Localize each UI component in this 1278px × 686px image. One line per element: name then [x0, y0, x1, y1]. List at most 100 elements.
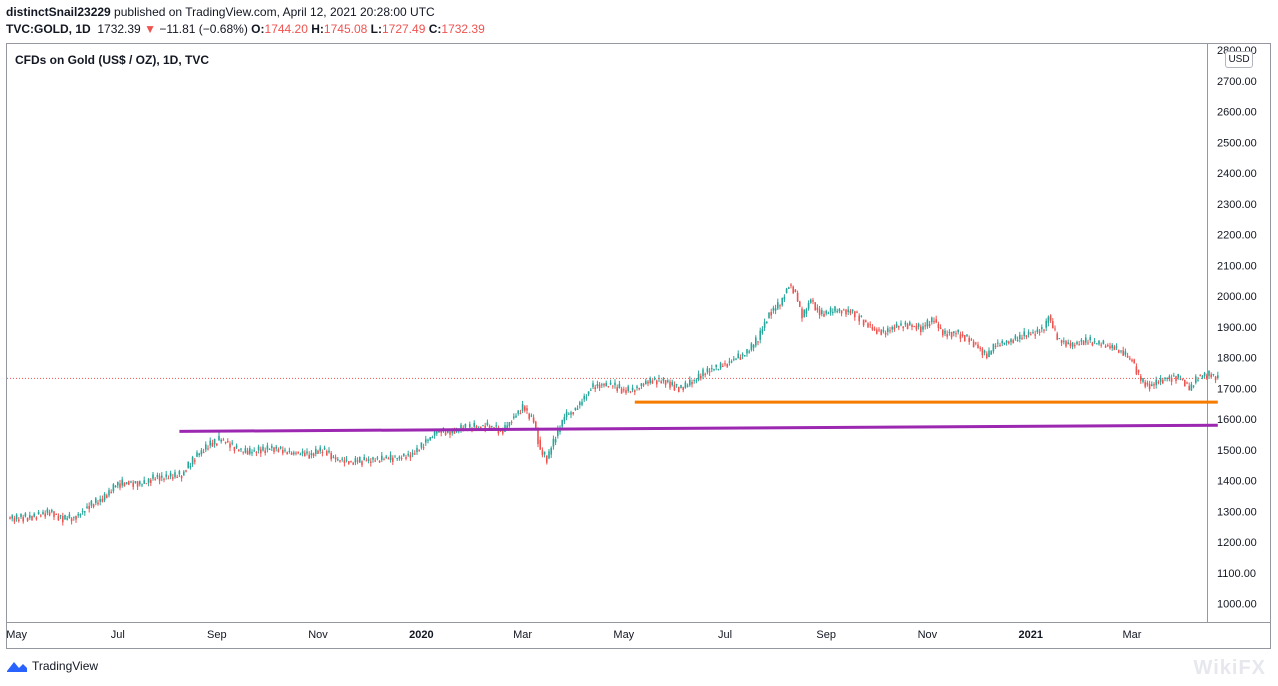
candle — [660, 379, 662, 384]
candle — [253, 447, 255, 452]
candle — [59, 514, 62, 520]
candle — [1186, 381, 1188, 385]
candle — [1045, 318, 1047, 332]
candle — [759, 327, 761, 344]
candle — [1199, 374, 1201, 377]
candle — [172, 473, 174, 481]
candle — [664, 379, 667, 388]
price-tick-label: 1100.00 — [1217, 568, 1256, 580]
candle — [178, 469, 181, 477]
candle — [814, 302, 816, 311]
candle — [818, 306, 821, 319]
candle — [1168, 374, 1171, 382]
candle — [801, 306, 803, 322]
candle — [1170, 374, 1173, 386]
candle — [975, 342, 977, 346]
candle — [539, 436, 541, 451]
candle — [1043, 328, 1045, 334]
candle — [1034, 330, 1036, 339]
candle — [266, 442, 269, 453]
price-tick-label: 2200.00 — [1217, 230, 1257, 242]
candle — [121, 476, 123, 488]
purple-support-line[interactable] — [179, 423, 1218, 433]
candle — [183, 470, 185, 476]
candle — [13, 515, 16, 524]
candle — [315, 445, 317, 457]
candle — [1135, 363, 1138, 376]
candle — [394, 454, 396, 458]
candle — [1012, 338, 1014, 344]
candle — [1093, 338, 1096, 344]
candle — [972, 339, 975, 348]
candle — [422, 443, 425, 451]
candle — [1038, 329, 1041, 336]
price-axis[interactable]: 1000.00 1100.00 1200.00 1300.00 1400.00 1500.… — [1217, 45, 1257, 610]
candle — [431, 435, 434, 439]
candle — [169, 470, 172, 480]
tradingview-logo[interactable]: TradingView — [6, 659, 98, 673]
price-tick-label: 1400.00 — [1217, 476, 1257, 488]
down-arrow-icon: ▼ — [144, 22, 156, 36]
currency-badge[interactable]: USD — [1225, 51, 1253, 68]
publisher-name[interactable]: distinctSnail23229 — [6, 5, 111, 19]
candle — [352, 461, 354, 466]
candle — [827, 311, 830, 315]
candle — [682, 386, 684, 393]
candle — [834, 305, 836, 314]
candle — [1133, 358, 1135, 364]
candle — [1098, 340, 1100, 346]
candle — [194, 458, 196, 465]
candle — [948, 329, 951, 336]
candle — [671, 379, 673, 387]
candle — [884, 330, 887, 338]
candle — [1056, 331, 1058, 341]
candle — [997, 339, 999, 348]
candle — [860, 315, 863, 318]
candle — [825, 309, 827, 316]
candle — [383, 457, 385, 461]
candle — [673, 381, 676, 392]
candle — [979, 346, 981, 352]
candle — [691, 379, 693, 388]
candle — [532, 414, 535, 424]
candle — [90, 499, 93, 509]
candle — [222, 437, 225, 441]
price-tick-label: 2400.00 — [1217, 168, 1257, 180]
candle — [865, 319, 867, 323]
candle — [1115, 343, 1118, 350]
candle — [114, 484, 117, 488]
candle — [928, 320, 931, 328]
candle — [1109, 342, 1111, 350]
candle — [906, 322, 909, 330]
annotation-lines[interactable] — [179, 400, 1218, 433]
candle — [1175, 375, 1177, 384]
candle — [867, 322, 869, 328]
quote-line: TVC:GOLD, 1D 1732.39 ▼ −11.81 (−0.68%) O… — [6, 22, 485, 37]
candle — [128, 480, 130, 486]
candle — [180, 474, 183, 482]
candle — [416, 444, 418, 455]
candle — [724, 360, 726, 367]
time-axis[interactable]: May Jul Sep Nov 2020 Mar May Jul Sep Nov 2021 Mar — [6, 629, 1142, 641]
candle — [629, 391, 632, 394]
candle — [136, 480, 139, 491]
candle — [785, 287, 788, 294]
candle — [156, 472, 159, 480]
candle — [1076, 340, 1078, 346]
candle — [634, 389, 636, 396]
candle — [638, 387, 640, 391]
candle — [508, 421, 511, 428]
candle — [1201, 374, 1204, 380]
price-tick-label: 2500.00 — [1217, 137, 1257, 149]
candle — [946, 330, 948, 340]
candle — [620, 386, 623, 394]
candle — [821, 307, 823, 317]
candle — [1166, 377, 1168, 382]
candle — [284, 447, 286, 453]
candle — [966, 334, 968, 338]
candle — [702, 367, 704, 380]
candle — [130, 480, 132, 484]
candle — [134, 480, 137, 484]
candle — [321, 449, 324, 457]
